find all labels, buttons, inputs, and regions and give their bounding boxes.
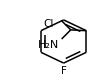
Text: H₂N: H₂N xyxy=(38,40,60,50)
Text: Cl: Cl xyxy=(43,19,53,29)
Text: F: F xyxy=(61,66,67,76)
